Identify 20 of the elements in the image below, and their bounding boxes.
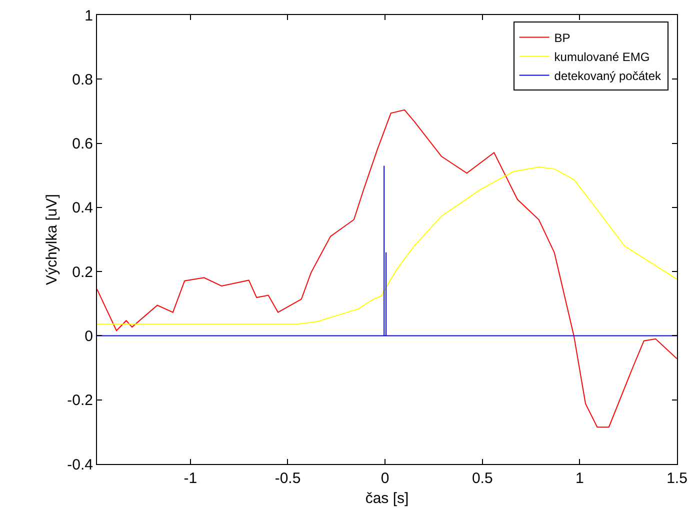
x-tick-label: -0.5: [274, 470, 301, 487]
line-series: [97, 109, 677, 428]
y-tick-label: 0: [84, 328, 93, 345]
x-tick-label: 0: [380, 470, 390, 487]
y-tick-label: 0.6: [72, 136, 93, 153]
x-tick-label: -1: [184, 470, 198, 487]
x-tick-label: 1.5: [666, 470, 688, 487]
x-tick-label: 1: [576, 470, 584, 487]
y-tick-label: 0.8: [72, 71, 93, 88]
legend-label: detekovaný počátek: [554, 68, 662, 83]
legend-label: kumulované EMG: [554, 50, 650, 64]
y-tick-label: -0.4: [67, 456, 93, 474]
y-tick-label: 0.2: [72, 264, 93, 281]
y-tick-label: -0.2: [67, 392, 93, 410]
y-tick-label: 1: [84, 7, 93, 24]
x-tick-label: 0.5: [472, 470, 493, 487]
x-axis-title: čas [s]: [365, 490, 409, 507]
y-tick-label: 0.4: [72, 200, 93, 217]
legend-label: BP: [554, 30, 570, 45]
y-axis-title: Výchylka [uV]: [43, 194, 60, 285]
